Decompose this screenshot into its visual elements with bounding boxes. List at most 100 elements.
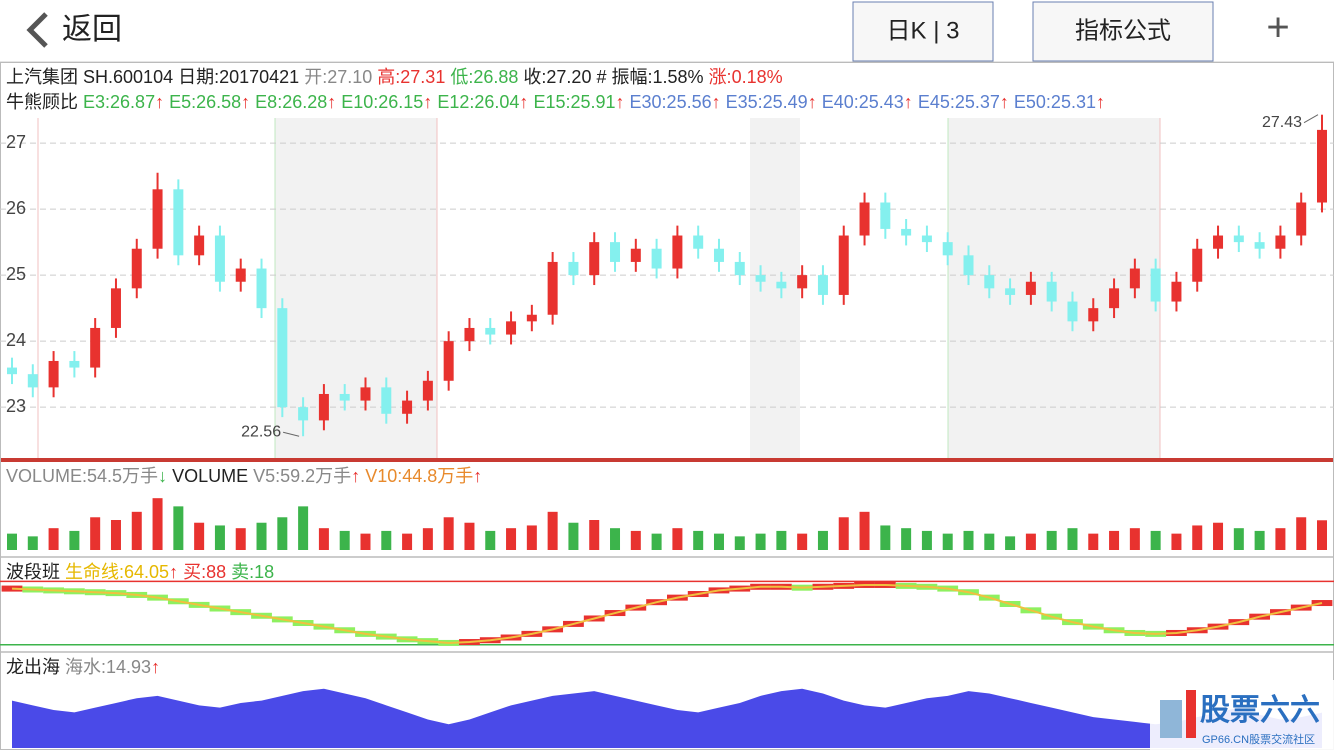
volume-bar bbox=[755, 533, 766, 550]
volume-bar bbox=[235, 528, 246, 550]
volume-bar bbox=[1067, 528, 1078, 550]
ema-label: E5:26.58 bbox=[169, 92, 241, 112]
formula-button[interactable] bbox=[1032, 1, 1214, 62]
candle-body bbox=[776, 281, 787, 289]
life-line: 生命线:64.05 bbox=[65, 562, 169, 582]
volume-bar bbox=[817, 530, 828, 550]
candle-body bbox=[526, 314, 537, 322]
volume-bar bbox=[610, 528, 621, 550]
period-button[interactable] bbox=[852, 1, 994, 62]
volume-bar bbox=[506, 528, 517, 550]
volume-bar bbox=[589, 520, 600, 550]
candle-body bbox=[859, 202, 870, 236]
volume-bar bbox=[1109, 530, 1120, 550]
volume-bar bbox=[360, 533, 371, 550]
candle-body bbox=[589, 242, 600, 276]
high: 高:27.31 bbox=[377, 67, 445, 87]
sea-area bbox=[12, 688, 1322, 748]
candle-body bbox=[1192, 248, 1203, 282]
candle-body bbox=[69, 360, 80, 368]
logo bbox=[1160, 700, 1182, 738]
wave-header: 波段班 生命线:64.05↑ 买:88 卖:18 bbox=[6, 562, 274, 582]
candle-body bbox=[485, 327, 496, 335]
volume-bar bbox=[90, 517, 101, 550]
arrow: ↑ bbox=[351, 466, 360, 486]
candle-body bbox=[1088, 308, 1099, 322]
volume-bar bbox=[277, 517, 288, 550]
volume-bar bbox=[402, 533, 413, 550]
candle-body bbox=[402, 400, 413, 414]
candle-body bbox=[1046, 281, 1057, 302]
candle-body bbox=[110, 288, 121, 328]
period-label[interactable]: 日K | 3 bbox=[887, 17, 960, 44]
volume-bar bbox=[1025, 533, 1036, 550]
candle-body bbox=[381, 387, 392, 414]
candle-body bbox=[339, 393, 350, 401]
ema-label: E10:26.15 bbox=[341, 92, 423, 112]
v10: V10:44.8万手 bbox=[365, 466, 473, 486]
stock-code: SH.600104 bbox=[83, 67, 173, 87]
volume-bar bbox=[1129, 528, 1140, 550]
leader bbox=[282, 431, 300, 437]
ribbon-label: 牛熊顾比 bbox=[6, 92, 78, 112]
arrow: ↑ bbox=[904, 92, 913, 112]
v5: V5:59.2万手 bbox=[253, 466, 351, 486]
candle-body bbox=[1213, 235, 1224, 249]
stock-name: 上汽集团 bbox=[6, 67, 78, 87]
volume-bar bbox=[48, 528, 59, 550]
candle-body bbox=[1025, 281, 1036, 295]
candle-body bbox=[1233, 235, 1244, 243]
background bbox=[0, 62, 1334, 750]
candle-body bbox=[464, 327, 475, 342]
volume-bar bbox=[776, 530, 787, 550]
back-button[interactable]: 返回 bbox=[62, 13, 122, 46]
volume-bar bbox=[651, 533, 662, 550]
ema-label: E45:25.37 bbox=[918, 92, 1000, 112]
arrow: ↑ bbox=[155, 92, 164, 112]
candle-body bbox=[194, 235, 205, 256]
volume-bar bbox=[69, 530, 80, 550]
candle-body bbox=[963, 255, 974, 276]
volume-bar bbox=[797, 533, 808, 550]
candle-body bbox=[1275, 235, 1286, 249]
volume-bar bbox=[1046, 530, 1057, 550]
annotation: 27.43 bbox=[1262, 114, 1302, 131]
candle-body bbox=[173, 189, 184, 256]
ema-label: E15:25.91 bbox=[533, 92, 615, 112]
arrow: ↑ bbox=[1000, 92, 1009, 112]
volume-bar bbox=[734, 536, 745, 550]
volume-bar bbox=[921, 530, 932, 550]
volume-bar bbox=[27, 536, 38, 550]
arrow: ↑ bbox=[519, 92, 528, 112]
amplitude: 振幅:1.58% bbox=[612, 67, 704, 87]
volume-bar bbox=[1254, 530, 1265, 550]
info-line: 上汽集团 SH.600104 日期:20170421 开:27.10 高:27.… bbox=[6, 67, 783, 87]
wave-name: 波段班 bbox=[6, 562, 60, 582]
candle-body bbox=[672, 235, 683, 269]
candle-body bbox=[443, 341, 454, 381]
arrow: ↑ bbox=[473, 466, 482, 486]
marks: 23 24 25 26 27 27.43 22.56 bbox=[0, 114, 1334, 748]
candle-body bbox=[1067, 301, 1078, 322]
open: 开:27.10 bbox=[304, 67, 372, 87]
volume-bar bbox=[1150, 530, 1161, 550]
candle-body bbox=[1317, 129, 1327, 203]
candle-body bbox=[27, 374, 38, 388]
candle-body bbox=[984, 275, 995, 289]
volume-bar bbox=[963, 530, 974, 550]
back-icon[interactable] bbox=[26, 12, 48, 48]
add-button[interactable]: + bbox=[1266, 6, 1289, 50]
candle-body bbox=[755, 275, 766, 282]
low: 低:26.88 bbox=[450, 67, 518, 87]
volume-bar bbox=[152, 498, 163, 550]
volume: VOLUME:54.5万手 bbox=[6, 466, 158, 486]
formula-label[interactable]: 指标公式 bbox=[1075, 17, 1171, 44]
candle-body bbox=[568, 261, 579, 276]
candle-body bbox=[7, 367, 17, 375]
logo bbox=[1186, 690, 1196, 738]
candle-body bbox=[152, 189, 163, 249]
volume-bar bbox=[1233, 528, 1244, 550]
candle-body bbox=[817, 275, 828, 295]
volume-bar bbox=[339, 530, 350, 550]
buy: 买:88 bbox=[183, 562, 226, 582]
